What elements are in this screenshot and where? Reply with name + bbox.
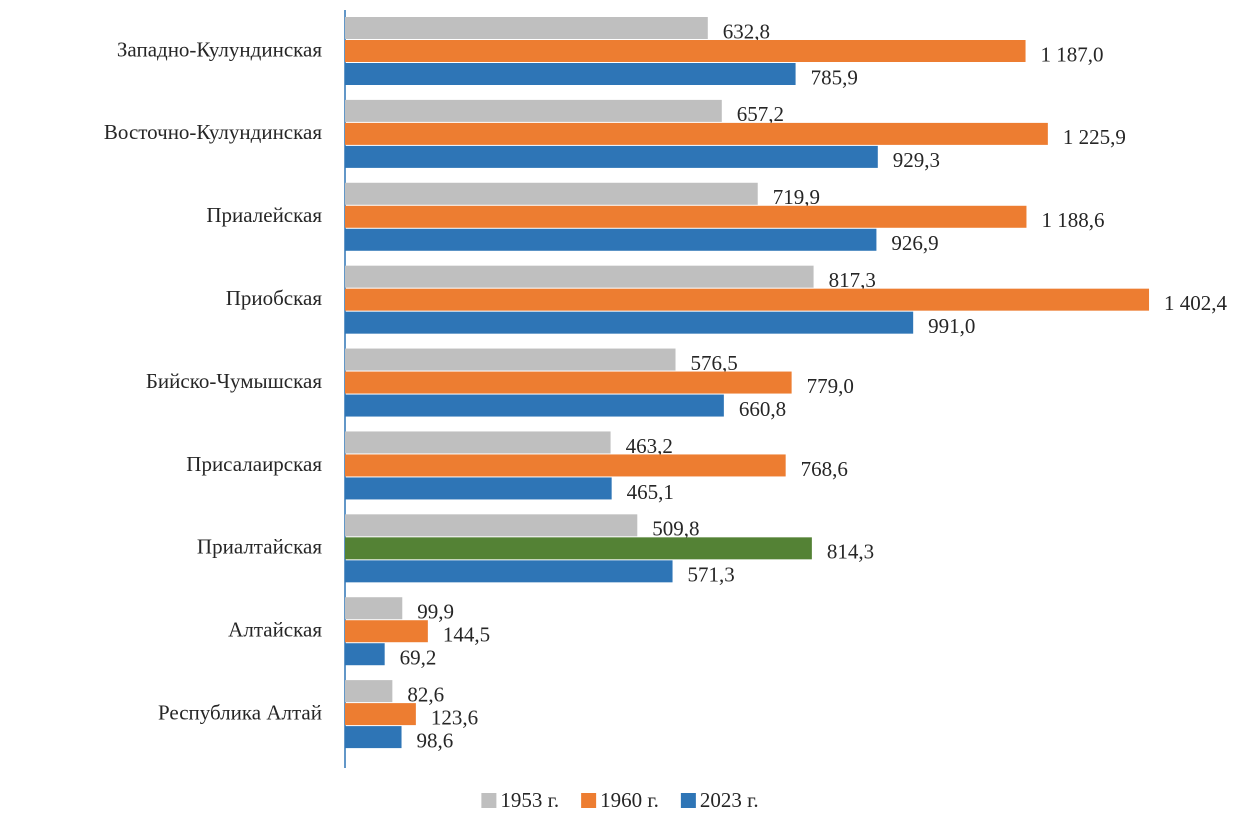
data-label: 785,9 [811, 65, 858, 89]
bar [345, 182, 758, 205]
data-label: 98,6 [417, 728, 454, 752]
legend-label: 2023 г. [700, 788, 759, 812]
legend-swatch [680, 793, 696, 808]
legend-swatch [481, 793, 497, 808]
y-tick-label: Алтайская [228, 618, 322, 642]
bar [345, 643, 385, 666]
bar [345, 145, 878, 168]
bar [345, 454, 786, 477]
bar [345, 620, 428, 643]
data-label: 1 188,6 [1041, 208, 1104, 232]
data-label: 657,2 [737, 102, 784, 126]
data-label: 814,3 [827, 540, 874, 564]
legend-label: 1960 г. [600, 788, 659, 812]
data-label: 779,0 [807, 374, 854, 398]
bar [345, 726, 402, 749]
y-tick-label: Приалтайская [197, 535, 322, 559]
data-label: 144,5 [443, 623, 490, 647]
bar [345, 228, 877, 251]
bar [345, 537, 812, 560]
bar [345, 122, 1048, 145]
data-label: 1 402,4 [1164, 291, 1228, 315]
y-tick-label: Присалаирская [186, 452, 322, 476]
y-tick-label: Приалейская [206, 203, 322, 227]
data-label: 660,8 [739, 397, 786, 421]
data-label: 929,3 [893, 148, 940, 172]
bar [345, 40, 1026, 62]
y-tick-label: Восточно-Кулундинская [104, 120, 322, 144]
bar [345, 477, 612, 500]
data-label: 465,1 [627, 480, 674, 504]
data-label: 463,2 [626, 434, 673, 458]
data-label: 768,6 [801, 457, 848, 481]
data-label: 632,8 [723, 19, 770, 43]
legend-label: 1953 г. [500, 788, 559, 812]
bar [345, 288, 1150, 311]
data-label: 817,3 [829, 268, 876, 292]
data-label: 1 187,0 [1041, 42, 1104, 66]
legend-swatch [581, 793, 597, 808]
data-label: 82,6 [407, 682, 444, 706]
bar [345, 514, 638, 537]
bar [345, 597, 403, 620]
y-tick-label: Республика Алтай [158, 700, 322, 724]
bar [345, 99, 722, 122]
bar [345, 17, 708, 39]
data-label: 69,2 [400, 646, 437, 670]
bar [345, 348, 676, 371]
data-label: 1 225,9 [1063, 125, 1126, 149]
data-label: 509,8 [652, 517, 699, 541]
bar [345, 371, 792, 394]
data-label: 719,9 [773, 185, 820, 209]
data-label: 576,5 [691, 351, 738, 375]
bar [345, 205, 1027, 228]
bar [345, 431, 611, 454]
bar [345, 394, 724, 417]
bar [345, 680, 393, 703]
data-label: 123,6 [431, 705, 478, 729]
bar [345, 265, 814, 288]
y-tick-label: Западно-Кулундинская [117, 37, 322, 61]
bar [345, 63, 796, 85]
data-label: 571,3 [688, 563, 735, 587]
data-label: 99,9 [417, 600, 454, 624]
bar [345, 560, 673, 583]
bar [345, 311, 914, 334]
bar [345, 703, 416, 726]
data-label: 926,9 [891, 231, 938, 255]
y-tick-label: Бийско-Чумышская [146, 369, 322, 393]
y-tick-label: Приобская [226, 286, 323, 310]
data-label: 991,0 [928, 314, 975, 338]
